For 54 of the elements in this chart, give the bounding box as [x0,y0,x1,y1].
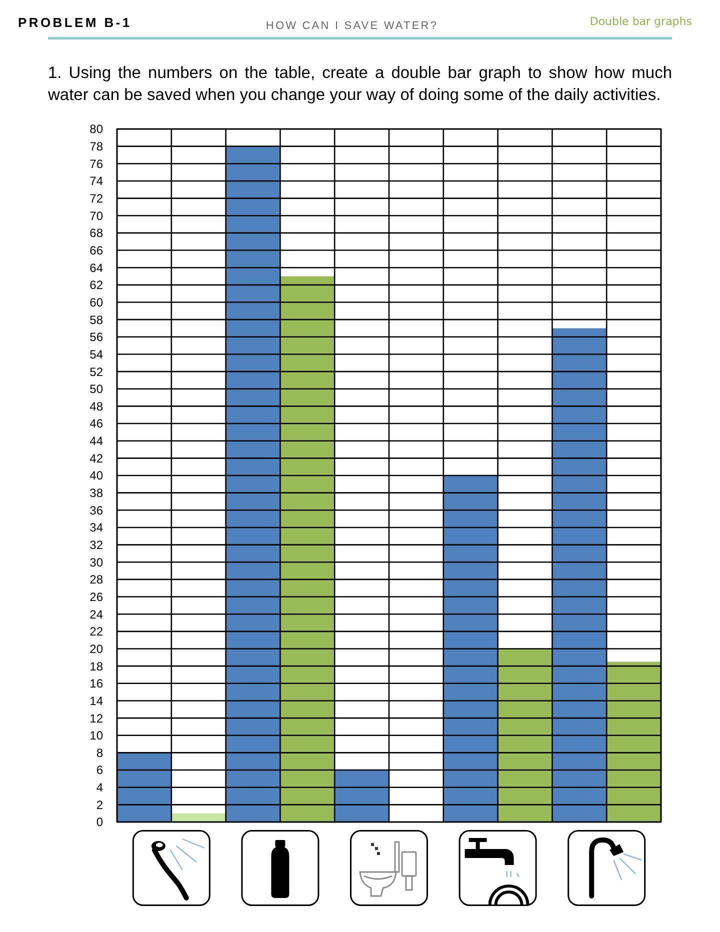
y-tick-label: 80 [90,122,104,136]
y-tick-label: 2 [96,798,104,812]
y-tick-label: 68 [90,226,104,240]
y-tick-label: 72 [90,192,104,206]
y-tick-label: 30 [90,555,104,570]
y-tick-label: 62 [90,278,104,292]
bar [117,752,172,822]
bar [443,476,498,822]
y-tick-label: 8 [96,746,104,760]
y-tick-label: 66 [90,243,104,258]
y-tick-label: 34 [90,520,104,535]
bar [171,813,226,822]
y-tick-label: 38 [90,486,104,500]
y-tick-label: 36 [90,503,104,518]
y-tick-label: 42 [90,451,104,466]
y-tick-label: 44 [90,434,104,448]
y-tick-label: 0 [96,815,104,830]
y-tick-label: 70 [90,208,104,223]
y-tick-label: 74 [90,174,104,188]
bar [334,770,389,822]
y-tick-label: 78 [90,140,104,154]
y-tick-label: 26 [90,590,104,604]
y-tick-label: 28 [90,572,104,587]
y-tick-label: 58 [90,312,104,327]
y-tick-label: 52 [90,364,104,379]
y-tick-label: 4 [96,780,104,795]
bar [552,328,607,822]
y-tick-label: 22 [90,624,104,639]
y-tick-label: 18 [90,659,104,674]
y-tick-label: 32 [90,538,104,552]
y-tick-label: 60 [90,295,104,310]
y-tick-label: 14 [90,694,104,708]
y-tick-label: 16 [90,676,104,691]
y-tick-label: 56 [90,330,104,344]
y-tick-label: 54 [90,347,104,362]
y-tick-label: 76 [90,156,104,171]
bar [226,146,280,822]
y-tick-label: 40 [90,468,104,483]
chart-title: HOW CAN I SAVE WATER? [266,20,438,32]
bar [498,648,552,822]
y-tick-label: 20 [90,642,104,656]
y-tick-label: 46 [90,416,104,431]
chart-subtitle: 1. Using the numbers on the table, create a double bar graph to show how much water can be saved when you change your way of doing some of the daily activities. [48,63,672,106]
y-tick-label: 64 [90,260,104,275]
y-tick-label: 24 [90,607,104,622]
bar [280,276,335,822]
text: Double bar graphs [590,15,692,28]
y-tick-label: 10 [90,728,104,743]
y-tick-label: 12 [90,711,104,726]
text: PROBLEM B-1 [18,15,132,30]
y-tick-label: 6 [96,763,104,778]
bar [606,662,661,822]
y-tick-label: 48 [90,399,104,414]
y-tick-label: 50 [90,382,104,396]
